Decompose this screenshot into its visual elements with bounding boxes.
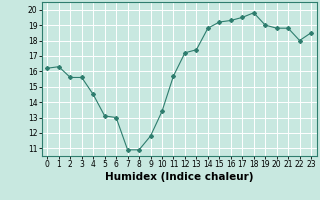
X-axis label: Humidex (Indice chaleur): Humidex (Indice chaleur) [105,172,253,182]
